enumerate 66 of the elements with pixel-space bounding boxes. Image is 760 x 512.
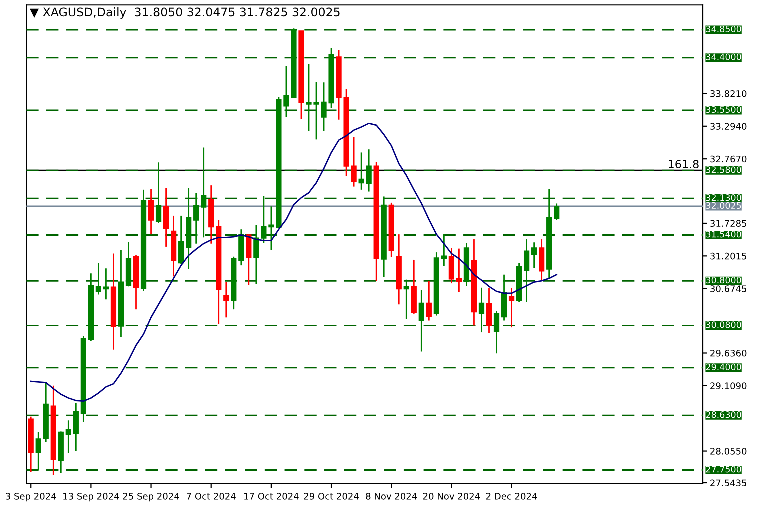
candlestick: [254, 224, 260, 285]
candlestick: [103, 268, 110, 300]
candlestick: [96, 262, 102, 296]
candlestick: [261, 195, 267, 244]
candlestick: [532, 242, 538, 269]
x-tick-label: 8 Nov 2024: [366, 493, 418, 500]
candlestick: [366, 148, 372, 192]
ref-line-label: 30.8000: [706, 276, 742, 284]
y-tick-label: 31.2015: [710, 252, 746, 260]
ref-line-label: 31.5400: [706, 231, 742, 238]
ref-line-label: 30.0800: [706, 322, 742, 328]
candlestick: [508, 288, 515, 328]
ref-line-label: 32.1300: [706, 194, 742, 202]
x-tick-label: 13 Sep 2024: [64, 493, 120, 502]
candlestick: [246, 234, 252, 286]
annotation: 161.8: [669, 160, 699, 169]
ref-line-label: 27.7500: [706, 466, 742, 473]
ref-line-label: 33.5500: [706, 106, 742, 114]
ref-line-label: 29.4000: [706, 364, 742, 370]
candlestick: [494, 310, 500, 354]
candlestick: [351, 136, 357, 188]
ref-line-label: 34.8500: [706, 26, 742, 32]
candlestick: [194, 192, 200, 245]
x-tick-label: 3 Sep 2024: [6, 493, 56, 502]
y-tick-label: 30.6745: [710, 286, 746, 292]
x-tick-label: 17 Oct 2024: [244, 493, 299, 500]
candlestick: [539, 238, 545, 282]
candlestick: [156, 162, 162, 224]
y-tick-label: 32.7670: [710, 156, 747, 163]
ref-line-label: 28.6300: [706, 412, 742, 418]
ref-line-label: 32.5800: [706, 166, 742, 174]
y-tick-label: 28.0550: [710, 448, 747, 455]
chart-title: ▼ XAGUSD,Daily 31.8050 32.0475 31.7825 32.0025: [30, 8, 340, 19]
candlestick: [478, 287, 485, 334]
x-tick-label: 7 Oct 2024: [187, 493, 236, 500]
y-tick-label: 27.5435: [710, 480, 746, 487]
candlestick: [404, 279, 410, 320]
x-tick-label: 29 Oct 2024: [304, 493, 359, 500]
line-series: [30, 122, 558, 402]
x-tick-label: 25 Sep 2024: [123, 493, 180, 502]
candlestick: [426, 280, 432, 322]
y-tick-label: 33.8210: [710, 90, 747, 98]
y-tick-label: 31.7285: [710, 220, 746, 228]
candlestick: [148, 188, 154, 236]
candlestick: [66, 420, 72, 454]
x-tick-label: 2 Dec 2024: [486, 493, 538, 500]
y-tick-label: 29.1090: [710, 382, 747, 390]
candlestick: [448, 248, 455, 284]
candlestick: [224, 282, 230, 318]
candlestick: [201, 147, 207, 238]
ref-line-label: 32.0025: [706, 202, 742, 210]
y-tick-label: 29.6360: [710, 350, 747, 357]
candlestick: [486, 288, 492, 334]
y-tick-label: 33.2940: [710, 123, 747, 130]
x-tick-label: 20 Nov 2024: [423, 493, 480, 500]
candlestick: [441, 234, 447, 267]
candlestick: [36, 432, 42, 471]
candlestick: [524, 238, 530, 303]
candlestick: [418, 290, 424, 352]
candlestick: [178, 215, 184, 266]
candlestick: [73, 402, 79, 452]
candlestick: [554, 203, 560, 221]
ref-line-label: 34.4000: [706, 54, 742, 60]
candlestick: [358, 152, 364, 191]
candlestick: [456, 248, 462, 293]
candlestick: [163, 187, 170, 248]
